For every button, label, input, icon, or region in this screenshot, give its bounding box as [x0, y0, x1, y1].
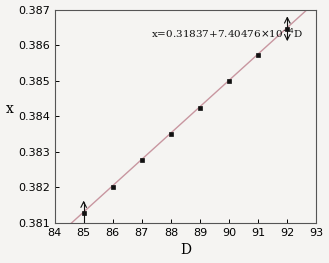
Y-axis label: x: x: [6, 102, 13, 116]
Text: x=0.31837+7.40476$\times$10$^{-4}$D: x=0.31837+7.40476$\times$10$^{-4}$D: [151, 27, 303, 41]
X-axis label: D: D: [180, 244, 191, 257]
